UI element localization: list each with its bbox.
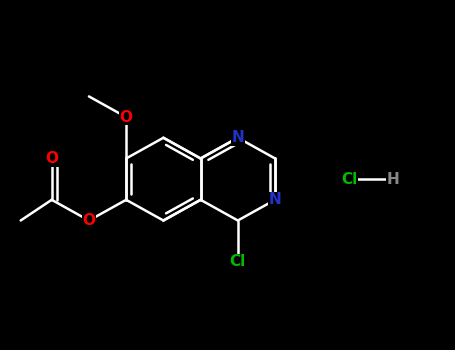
Text: Cl: Cl — [230, 254, 246, 270]
Text: O: O — [120, 110, 133, 125]
Text: O: O — [45, 151, 58, 166]
Text: O: O — [82, 213, 96, 228]
Text: N: N — [232, 130, 244, 145]
Text: N: N — [269, 192, 282, 207]
Text: H: H — [387, 172, 399, 187]
Text: Cl: Cl — [341, 172, 358, 187]
